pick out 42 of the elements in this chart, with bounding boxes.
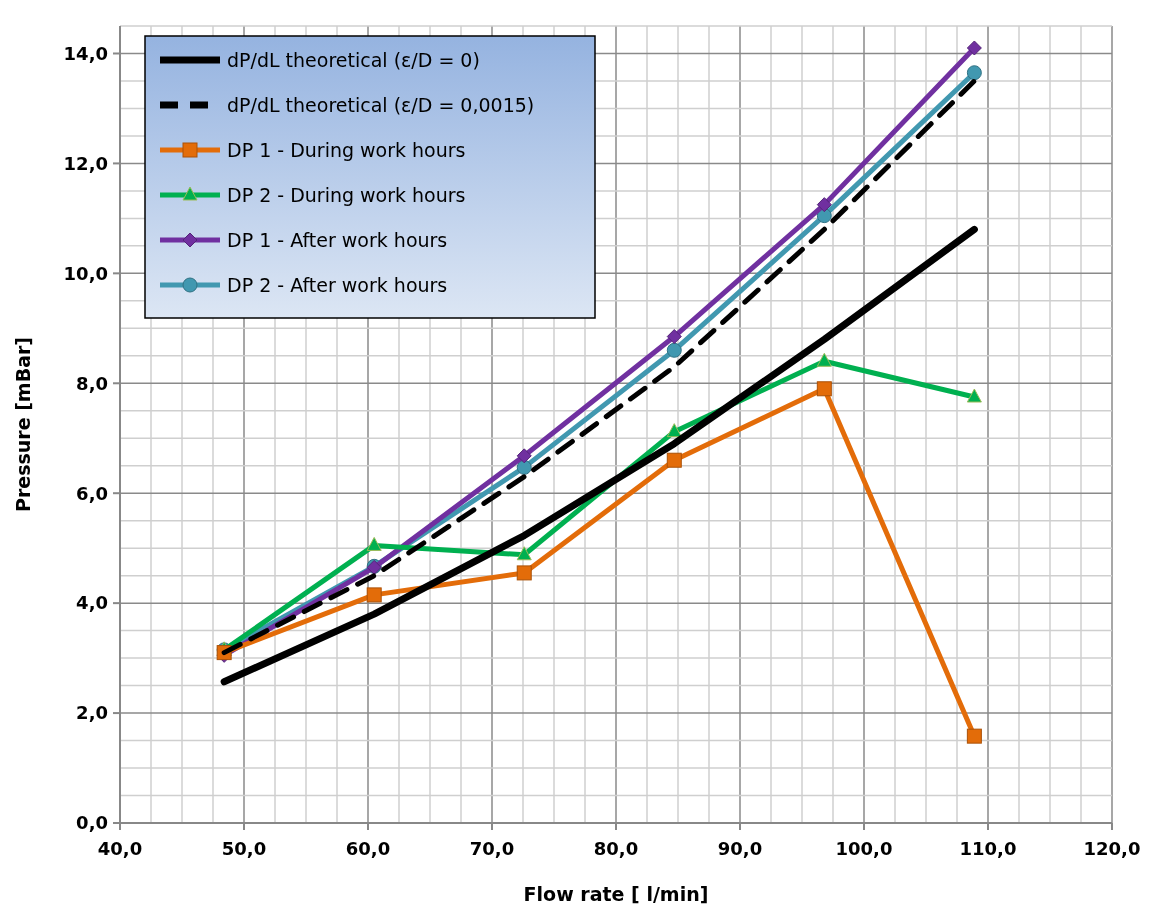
point: [966, 728, 982, 744]
point: [816, 381, 832, 397]
point: [816, 197, 832, 213]
point: [516, 546, 532, 561]
y-tick-label: 2,0: [76, 702, 108, 724]
point: [666, 342, 682, 358]
point: [966, 65, 982, 81]
y-tick-label: 12,0: [63, 152, 108, 174]
point: [966, 40, 982, 56]
x-tick-label: 90,0: [717, 838, 763, 859]
point: [666, 452, 682, 468]
y-tick-label: 0,0: [76, 812, 108, 834]
legend-label: DP 1 - During work hours: [227, 138, 466, 161]
point: [516, 448, 532, 464]
point: [816, 352, 832, 367]
legend-label: DP 1 - After work hours: [227, 228, 448, 251]
point: [516, 459, 532, 475]
y-tick-label: 6,0: [76, 482, 108, 504]
point: [366, 536, 382, 551]
point: [966, 388, 982, 403]
y-tick-label: 10,0: [63, 262, 108, 284]
x-axis-title: Flow rate [ l/min]: [523, 883, 709, 905]
y-tick-label: 4,0: [76, 592, 108, 614]
x-tick-label: 100,0: [835, 838, 893, 859]
x-tick-label: 110,0: [959, 838, 1017, 859]
x-tick-label: 40,0: [97, 838, 143, 859]
point: [366, 587, 382, 603]
y-tick-label: 14,0: [63, 42, 108, 64]
legend-label: DP 2 - After work hours: [227, 273, 448, 296]
legend-label: dP/dL theoretical (ε/D = 0,0015): [227, 93, 535, 116]
x-tick-label: 80,0: [593, 838, 639, 859]
x-tick-label: 60,0: [345, 838, 391, 859]
x-tick-label: 120,0: [1083, 838, 1141, 859]
x-tick-label: 70,0: [469, 838, 515, 859]
x-tick-label: 50,0: [221, 838, 267, 859]
legend-label: DP 2 - During work hours: [227, 183, 466, 206]
point: [516, 565, 532, 581]
point: [666, 423, 682, 438]
legend-label: dP/dL theoretical (ε/D = 0): [227, 48, 480, 71]
y-axis-title: Pressure [mBar]: [12, 336, 34, 513]
y-tick-label: 8,0: [76, 372, 108, 394]
point: [666, 329, 682, 345]
